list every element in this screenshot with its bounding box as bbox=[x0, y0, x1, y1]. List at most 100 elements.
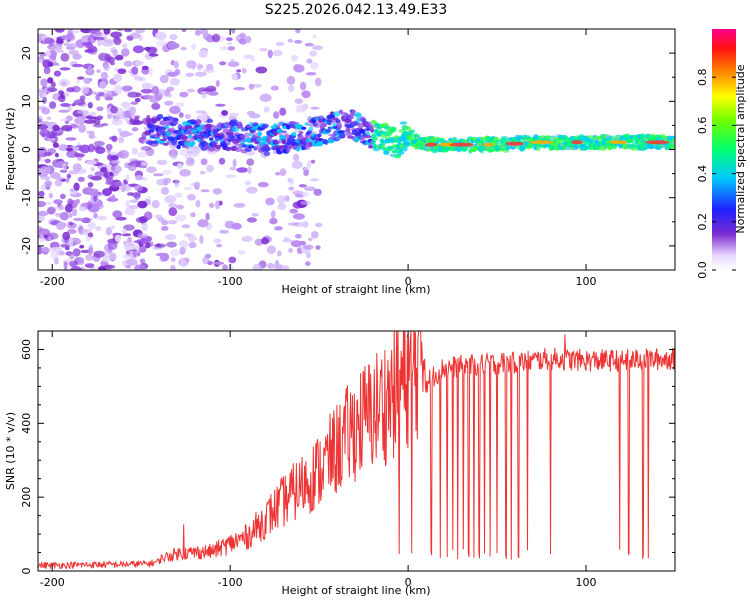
noise-blob bbox=[59, 204, 64, 211]
noise-blob bbox=[65, 178, 70, 183]
noise-blob bbox=[195, 29, 201, 36]
noise-blob bbox=[159, 74, 169, 84]
x-tick-label: 0 bbox=[405, 576, 412, 589]
signal-blob bbox=[264, 143, 269, 149]
noise-blob bbox=[185, 158, 195, 167]
noise-blob bbox=[113, 73, 122, 82]
noise-blob bbox=[235, 34, 248, 43]
noise-blob bbox=[303, 169, 309, 176]
signal-blob bbox=[560, 135, 569, 140]
noise-blob bbox=[164, 100, 174, 106]
noise-blob bbox=[109, 251, 117, 261]
noise-blob bbox=[68, 237, 74, 247]
noise-blob bbox=[298, 184, 307, 188]
noise-blob bbox=[244, 180, 251, 186]
noise-blob bbox=[305, 72, 317, 76]
noise-blob bbox=[199, 29, 208, 35]
noise-blob bbox=[200, 158, 208, 166]
noise-blob bbox=[50, 54, 57, 61]
noise-blob bbox=[93, 36, 105, 41]
noise-blob bbox=[146, 46, 157, 54]
noise-blob bbox=[130, 101, 139, 105]
noise-blob bbox=[289, 177, 294, 186]
noise-blob bbox=[293, 64, 305, 73]
signal-blob bbox=[234, 142, 240, 147]
noise-blob bbox=[237, 250, 246, 255]
x-tick-label: -200 bbox=[40, 576, 65, 589]
colorbar-gradient bbox=[712, 29, 736, 270]
noise-blob bbox=[173, 60, 179, 69]
noise-blob bbox=[130, 32, 141, 39]
noise-blob bbox=[266, 245, 276, 255]
noise-blob bbox=[108, 196, 113, 200]
noise-blob bbox=[215, 103, 226, 107]
noise-blob bbox=[286, 75, 296, 85]
noise-blob bbox=[156, 40, 167, 47]
noise-blob bbox=[198, 49, 208, 58]
noise-blob bbox=[294, 39, 303, 44]
noise-blob bbox=[151, 85, 159, 95]
noise-blob bbox=[102, 123, 109, 127]
snr-frame bbox=[37, 330, 676, 572]
signal-blob bbox=[301, 126, 307, 130]
noise-blob bbox=[183, 186, 193, 191]
noise-blob bbox=[127, 236, 132, 244]
noise-blob bbox=[169, 105, 181, 115]
noise-blob bbox=[121, 48, 130, 57]
noise-blob bbox=[45, 182, 51, 188]
signal-blob bbox=[156, 114, 164, 120]
noise-blob bbox=[178, 112, 184, 118]
signal-blob bbox=[244, 147, 252, 152]
noise-blob bbox=[164, 195, 177, 204]
noise-blob bbox=[89, 111, 97, 117]
noise-blob bbox=[58, 78, 70, 87]
noise-blob bbox=[54, 29, 65, 33]
noise-blob bbox=[179, 258, 188, 268]
noise-blob bbox=[141, 65, 149, 70]
noise-blob bbox=[121, 43, 128, 49]
signal-blob bbox=[261, 123, 269, 128]
noise-blob bbox=[174, 192, 183, 198]
signal-blob bbox=[430, 136, 437, 143]
noise-blob bbox=[106, 56, 116, 64]
noise-blob bbox=[50, 81, 56, 88]
noise-blob bbox=[148, 53, 159, 57]
noise-blob bbox=[88, 143, 95, 153]
signal-blob bbox=[248, 145, 255, 149]
y-tick-label: 400 bbox=[20, 413, 33, 434]
noise-blob bbox=[97, 39, 102, 47]
noise-blob bbox=[276, 250, 282, 257]
signal-blob bbox=[345, 127, 351, 133]
noise-blob bbox=[40, 154, 47, 158]
signal-blob bbox=[500, 136, 509, 141]
noise-blob bbox=[94, 171, 104, 178]
noise-blob bbox=[114, 54, 124, 61]
noise-blob bbox=[176, 204, 184, 210]
noise-blob bbox=[215, 80, 220, 87]
signal-blob bbox=[204, 123, 213, 129]
noise-blob bbox=[233, 202, 246, 208]
noise-blob bbox=[315, 222, 323, 228]
noise-blob bbox=[227, 46, 236, 51]
noise-blob bbox=[120, 184, 132, 192]
noise-blob bbox=[255, 66, 268, 74]
signal-blob bbox=[206, 118, 214, 124]
noise-blob bbox=[122, 228, 127, 235]
noise-blob bbox=[51, 45, 63, 51]
noise-blob bbox=[98, 52, 110, 62]
noise-blob bbox=[195, 199, 201, 208]
noise-blob bbox=[75, 199, 80, 204]
noise-blob bbox=[110, 155, 118, 161]
noise-blob bbox=[300, 200, 311, 205]
noise-blob bbox=[154, 214, 163, 219]
noise-blob bbox=[139, 258, 146, 264]
noise-blob bbox=[40, 184, 47, 191]
noise-blob bbox=[221, 110, 229, 116]
noise-blob bbox=[207, 260, 213, 266]
noise-blob bbox=[212, 33, 221, 43]
noise-blob bbox=[85, 160, 97, 166]
signal-blob bbox=[213, 140, 219, 145]
noise-blob bbox=[47, 77, 54, 84]
signal-blob bbox=[237, 121, 242, 126]
noise-blob bbox=[67, 213, 73, 218]
